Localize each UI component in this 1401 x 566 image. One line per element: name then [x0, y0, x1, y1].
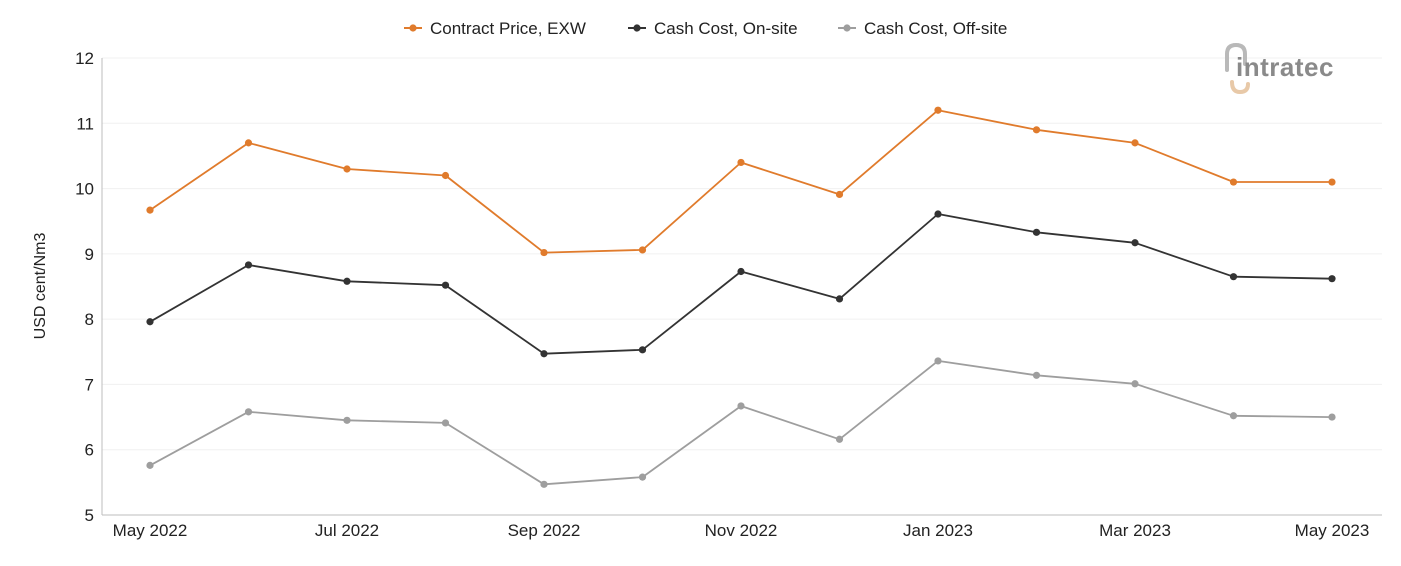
x-tick-label: Mar 2023 — [1099, 521, 1171, 540]
data-point — [343, 277, 351, 285]
x-tick-label: Nov 2022 — [705, 521, 778, 540]
legend-label: Cash Cost, Off-site — [864, 19, 1007, 38]
legend-marker-icon — [843, 24, 851, 32]
data-point — [540, 350, 548, 358]
data-point — [1131, 139, 1139, 147]
data-point — [934, 357, 942, 365]
data-point — [441, 419, 450, 427]
legend-marker-icon — [633, 24, 641, 32]
x-tick-label: May 2023 — [1295, 521, 1370, 540]
series-3 — [146, 357, 1336, 488]
y-tick-label: 7 — [85, 375, 94, 394]
y-axis-title: USD cent/Nm3 — [32, 233, 49, 340]
data-point — [146, 318, 154, 326]
data-point — [244, 408, 253, 416]
data-point — [1229, 178, 1238, 186]
data-point — [1328, 178, 1336, 186]
data-point — [1131, 239, 1139, 247]
series-line — [149, 359, 1333, 486]
legend-item: Cash Cost, Off-site — [838, 19, 1007, 38]
y-tick-label: 8 — [85, 310, 94, 329]
data-point — [1229, 412, 1238, 420]
data-point — [1328, 275, 1336, 283]
logo-arc-icon — [1225, 42, 1247, 72]
x-tick-label: May 2022 — [113, 521, 188, 540]
data-point — [540, 480, 548, 488]
data-point — [540, 248, 548, 257]
data-point — [244, 139, 253, 147]
data-point — [737, 267, 745, 276]
legend: Contract Price, EXW Cash Cost, On-site Cas… — [404, 19, 1007, 38]
data-point — [934, 106, 942, 114]
x-tick-label: Sep 2022 — [508, 521, 581, 540]
data-point — [638, 346, 647, 354]
intratec-logo: intratec — [1225, 42, 1334, 95]
data-point — [1131, 380, 1139, 388]
y-tick-label: 10 — [75, 180, 94, 199]
logo-hook-icon — [1230, 80, 1250, 95]
data-point — [737, 158, 745, 167]
data-point — [737, 402, 745, 410]
data-point — [244, 261, 253, 269]
series-2 — [146, 210, 1336, 358]
series-1 — [146, 106, 1336, 257]
legend-item: Contract Price, EXW — [404, 19, 586, 38]
data-point — [1328, 413, 1336, 421]
x-tick-label: Jan 2023 — [903, 521, 973, 540]
y-tick-label: 12 — [75, 49, 94, 68]
legend-item: Cash Cost, On-site — [628, 19, 798, 38]
series-line — [149, 213, 1333, 355]
legend-marker-icon — [409, 24, 417, 32]
data-point — [1032, 371, 1041, 379]
logo-text: intratec — [1236, 52, 1334, 82]
y-tick-label: 6 — [85, 441, 94, 460]
data-point — [1032, 228, 1041, 236]
data-point — [638, 473, 647, 481]
data-point — [1229, 273, 1238, 281]
series-line — [149, 109, 1332, 254]
data-point — [934, 210, 942, 218]
data-point — [835, 190, 844, 199]
legend-label: Contract Price, EXW — [430, 19, 586, 38]
data-point — [1032, 126, 1041, 134]
data-point — [835, 435, 844, 443]
data-point — [343, 416, 351, 424]
y-tick-label: 5 — [85, 506, 94, 525]
axes: 5 6 7 8 9 10 11 12 May 2022 Jul 2022 Sep 2022 Nov 2… — [75, 49, 1382, 540]
legend-label: Cash Cost, On-site — [654, 19, 798, 38]
grid-lines — [102, 57, 1382, 451]
data-point — [441, 281, 450, 289]
data-point — [441, 171, 450, 180]
series-lines — [146, 106, 1336, 488]
data-point — [146, 461, 154, 469]
x-tick-label: Jul 2022 — [315, 521, 379, 540]
data-point — [638, 246, 647, 254]
y-tick-label: 11 — [76, 114, 94, 133]
data-point — [146, 206, 154, 214]
data-point — [343, 165, 351, 173]
y-tick-label: 9 — [85, 245, 94, 264]
data-point — [835, 295, 844, 303]
